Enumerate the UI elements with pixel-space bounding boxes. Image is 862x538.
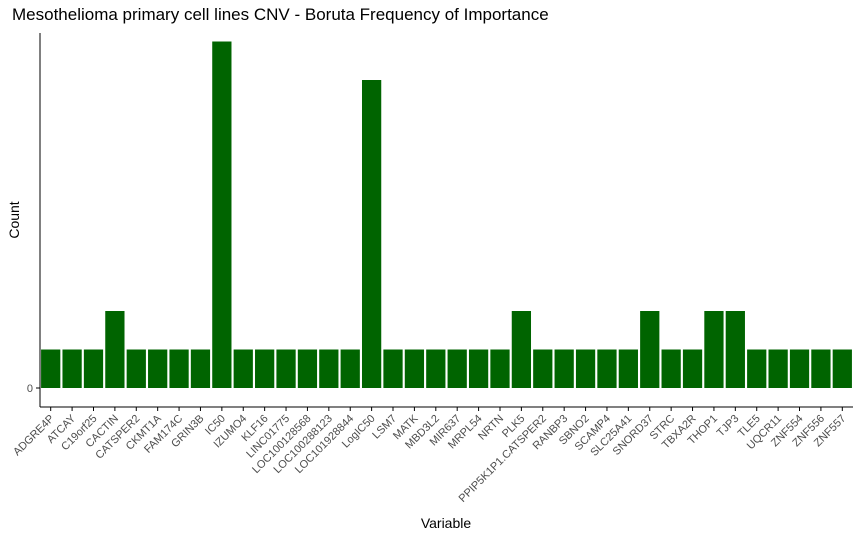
bar-uqcr11 [768,349,788,388]
bar-klf16 [255,349,275,388]
bar-znf557 [832,349,852,388]
bar-mbd3l2 [426,349,446,388]
bars-layer [41,41,852,388]
bar-loc100128568 [297,349,318,388]
bar-plk5 [511,311,532,388]
bar-fam174c [169,349,189,388]
bar-slc25a41 [618,349,638,388]
x-axis-title: Variable [421,515,472,531]
bar-znf554 [789,349,810,388]
bar-loc100288123 [319,349,339,388]
bar-znf556 [811,349,831,388]
bar-strc [661,349,681,388]
bar-scamp4 [597,349,617,388]
y-tick-label: 0 [27,383,33,395]
bar-tbxa2r [682,349,703,388]
bar-catsper2 [126,349,146,388]
bar-linc01775 [276,349,296,388]
bar-matk [404,349,425,388]
bar-grin3b [190,349,211,388]
bar-atcay [62,349,82,388]
bar-mrpl54 [468,349,489,388]
chart-title: Mesothelioma primary cell lines CNV - Bo… [12,5,549,24]
bar-sbno2 [575,349,596,388]
bar-c19orf25 [83,349,104,388]
bar-ic50 [212,41,232,388]
bar-lsm7 [383,349,403,388]
bar-tle5 [747,349,767,388]
bar-tjp3 [725,311,745,388]
bar-thop1 [704,311,724,388]
bar-ppip5k1p1-catsper2 [533,349,553,388]
bar-izumo4 [233,349,253,388]
bar-snord37 [640,311,660,388]
bar-ckmt1a [148,349,168,388]
bar-logic50 [361,80,382,388]
bar-cactin [105,311,125,388]
x-ticks-layer: ADGRE4PATCAYC19orf25CACTINCATSPER2CKMT1A… [11,407,848,505]
bar-mir637 [447,349,467,388]
x-tick-label: TJP3 [715,413,742,440]
bar-loc101928844 [340,349,360,388]
bar-nrtn [490,349,510,388]
y-ticks-layer: 0 [27,383,40,395]
bar-adgre4p [41,349,61,388]
bar-ranbp3 [554,349,574,388]
y-axis-title: Count [6,201,22,238]
